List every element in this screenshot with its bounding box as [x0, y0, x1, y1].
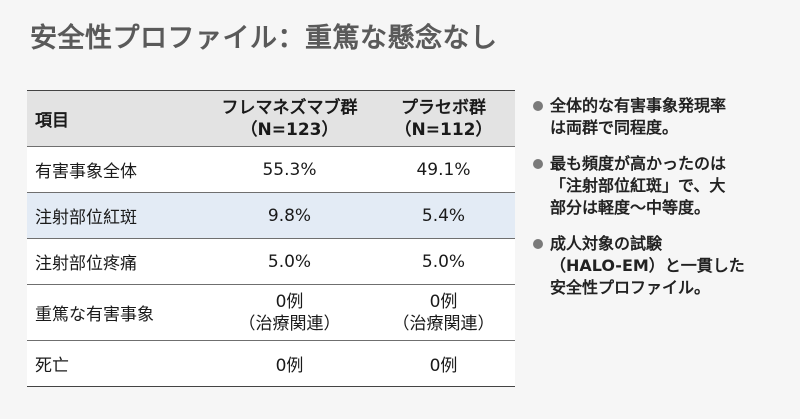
- row-placebo-value: 0例: [372, 340, 515, 387]
- bullet-dot-icon: [533, 159, 543, 169]
- row-item-label: 注射部位紅斑: [27, 192, 207, 239]
- row-placebo-value: 5.0%: [372, 238, 515, 285]
- header-item: 項目: [27, 90, 207, 147]
- bullet-item: 全体的な有害事象発現率 は両群で同程度。: [533, 95, 793, 139]
- row-fremanezumab-value: 9.8%: [207, 192, 372, 239]
- header-placebo-n: （N=112）: [394, 119, 493, 140]
- bullet-item: 成人対象の試験 （HALO-EM）と一貫した 安全性プロファイル。: [533, 233, 793, 299]
- bullet-line: 全体的な有害事象発現率: [550, 96, 727, 115]
- row-fremanezumab-value: 5.0%: [207, 238, 372, 285]
- row-placebo-count: 0例: [429, 291, 458, 312]
- table-row: 注射部位紅斑 9.8% 5.4%: [27, 192, 515, 239]
- bullet-line: 「注射部位紅斑」で、大: [550, 176, 726, 195]
- row-item-label: 有害事象全体: [27, 146, 207, 193]
- bullet-line: は両群で同程度。: [550, 118, 679, 137]
- safety-table: 項目 フレマネズマブ群 （N=123） プラセボ群 （N=112） 有害事象全体…: [27, 90, 515, 387]
- header-fremanezumab-n: （N=123）: [240, 119, 339, 140]
- bullet-line: 成人対象の試験: [550, 234, 663, 253]
- row-placebo-value: 0例 （治療関連）: [372, 284, 515, 341]
- row-item-label: 重篤な有害事象: [27, 284, 207, 341]
- row-placebo-value: 49.1%: [372, 146, 515, 193]
- header-placebo: プラセボ群 （N=112）: [372, 90, 515, 147]
- row-fremanezumab-note: （治療関連）: [238, 313, 341, 334]
- bullet-line: （HALO-EM）と一貫した: [550, 256, 745, 275]
- bullet-text: 最も頻度が高かったのは 「注射部位紅斑」で、大 部分は軽度〜中等度。: [550, 153, 726, 219]
- bullet-line: 最も頻度が高かったのは: [550, 154, 727, 173]
- table-row: 重篤な有害事象 0例 （治療関連） 0例 （治療関連）: [27, 284, 515, 341]
- header-fremanezumab-name: フレマネズマブ群: [221, 97, 358, 118]
- row-placebo-value: 5.4%: [372, 192, 515, 239]
- row-fremanezumab-value: 0例: [207, 340, 372, 387]
- slide-title: 安全性プロファイル：重篤な懸念なし: [30, 23, 498, 54]
- bullet-item: 最も頻度が高かったのは 「注射部位紅斑」で、大 部分は軽度〜中等度。: [533, 153, 793, 219]
- row-fremanezumab-value: 0例 （治療関連）: [207, 284, 372, 341]
- bullet-text: 成人対象の試験 （HALO-EM）と一貫した 安全性プロファイル。: [550, 233, 745, 299]
- row-item-label: 死亡: [27, 340, 207, 387]
- bullet-dot-icon: [533, 239, 543, 249]
- bullet-text: 全体的な有害事象発現率 は両群で同程度。: [550, 95, 726, 139]
- header-fremanezumab: フレマネズマブ群 （N=123）: [207, 90, 372, 147]
- header-placebo-name: プラセボ群: [401, 97, 486, 118]
- row-fremanezumab-value: 55.3%: [207, 146, 372, 193]
- bullet-dot-icon: [533, 101, 543, 111]
- bullet-list: 全体的な有害事象発現率 は両群で同程度。 最も頻度が高かったのは 「注射部位紅斑…: [533, 95, 793, 313]
- bullet-line: 安全性プロファイル。: [550, 278, 711, 297]
- row-item-label: 注射部位疼痛: [27, 238, 207, 285]
- table-row: 死亡 0例 0例: [27, 340, 515, 387]
- table-row: 注射部位疼痛 5.0% 5.0%: [27, 238, 515, 285]
- table-header-row: 項目 フレマネズマブ群 （N=123） プラセボ群 （N=112）: [27, 90, 515, 147]
- table-row: 有害事象全体 55.3% 49.1%: [27, 146, 515, 193]
- row-fremanezumab-count: 0例: [275, 291, 304, 312]
- row-placebo-note: （治療関連）: [392, 313, 495, 334]
- bullet-line: 部分は軽度〜中等度。: [550, 198, 711, 217]
